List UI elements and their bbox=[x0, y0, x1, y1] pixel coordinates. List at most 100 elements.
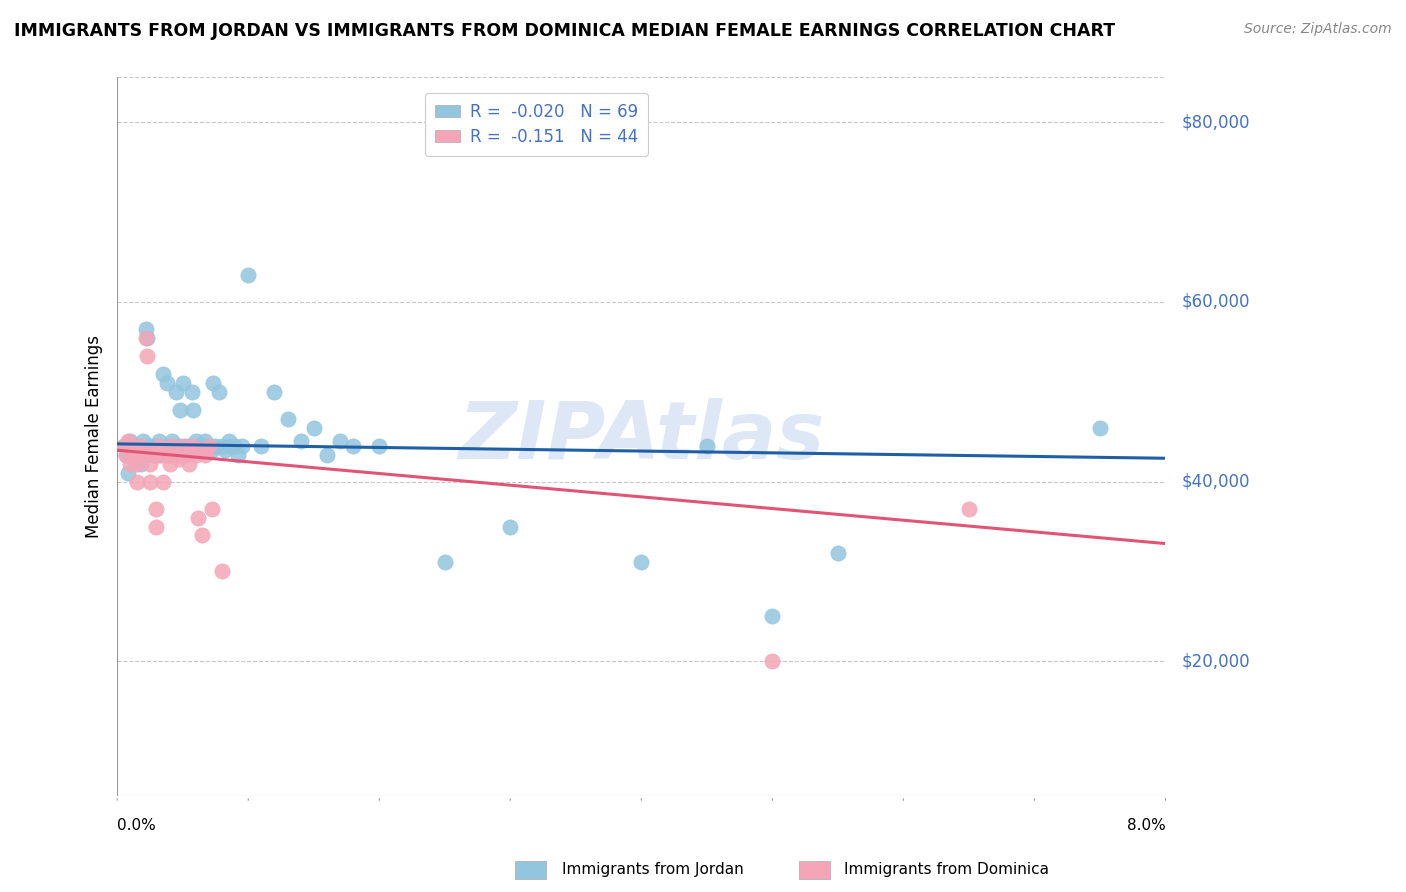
Point bbox=[180, 384, 202, 399]
Point bbox=[368, 439, 391, 453]
Point bbox=[194, 448, 217, 462]
Point bbox=[342, 439, 364, 453]
Point bbox=[172, 439, 194, 453]
Point bbox=[167, 452, 190, 467]
Point bbox=[145, 448, 167, 462]
Point bbox=[184, 434, 207, 449]
Point bbox=[200, 501, 222, 516]
Point bbox=[187, 439, 209, 453]
Text: 8.0%: 8.0% bbox=[1126, 818, 1166, 833]
Point bbox=[120, 434, 142, 449]
Y-axis label: Median Female Earnings: Median Female Earnings bbox=[86, 335, 103, 538]
Point bbox=[218, 434, 240, 449]
Point bbox=[198, 439, 221, 453]
Point bbox=[159, 439, 181, 453]
Point bbox=[263, 384, 285, 399]
Point bbox=[129, 457, 152, 471]
Point bbox=[142, 448, 165, 462]
Point bbox=[122, 443, 145, 458]
Point bbox=[139, 439, 162, 453]
Text: Immigrants from Dominica: Immigrants from Dominica bbox=[844, 863, 1049, 877]
Point bbox=[169, 402, 191, 417]
Point bbox=[194, 434, 217, 449]
Point bbox=[195, 443, 218, 458]
Text: $40,000: $40,000 bbox=[1181, 473, 1250, 491]
Point bbox=[132, 448, 155, 462]
Point bbox=[159, 457, 181, 471]
Point bbox=[135, 322, 157, 336]
Point bbox=[159, 448, 181, 462]
Point bbox=[250, 439, 273, 453]
Point bbox=[128, 448, 150, 462]
Point bbox=[120, 439, 142, 453]
Point bbox=[112, 439, 135, 453]
Point bbox=[630, 556, 652, 570]
Point bbox=[169, 448, 191, 462]
Point bbox=[135, 448, 157, 462]
Legend: R =  -0.020   N = 69, R =  -0.151   N = 44: R = -0.020 N = 69, R = -0.151 N = 44 bbox=[425, 93, 648, 155]
Point bbox=[290, 434, 312, 449]
Point bbox=[231, 439, 253, 453]
Point bbox=[174, 439, 197, 453]
Point bbox=[696, 439, 718, 453]
Point bbox=[957, 501, 980, 516]
Text: IMMIGRANTS FROM JORDAN VS IMMIGRANTS FROM DOMINICA MEDIAN FEMALE EARNINGS CORREL: IMMIGRANTS FROM JORDAN VS IMMIGRANTS FRO… bbox=[14, 22, 1115, 40]
Point bbox=[156, 376, 179, 390]
Point bbox=[198, 439, 221, 453]
Point bbox=[211, 439, 233, 453]
Point bbox=[120, 448, 142, 462]
Point bbox=[145, 439, 167, 453]
Point bbox=[139, 475, 162, 489]
Text: Immigrants from Jordan: Immigrants from Jordan bbox=[562, 863, 744, 877]
Point bbox=[181, 439, 204, 453]
Point bbox=[184, 448, 207, 462]
Point bbox=[827, 546, 849, 560]
Point bbox=[315, 448, 337, 462]
Point bbox=[200, 443, 222, 458]
Point bbox=[129, 439, 152, 453]
Point bbox=[179, 457, 201, 471]
Point bbox=[172, 376, 194, 390]
Point bbox=[145, 501, 167, 516]
Point bbox=[149, 448, 172, 462]
Point bbox=[219, 439, 242, 453]
Point bbox=[224, 439, 246, 453]
Point bbox=[125, 475, 148, 489]
Point bbox=[125, 439, 148, 453]
Point bbox=[191, 528, 214, 542]
Point bbox=[125, 457, 148, 471]
Point bbox=[112, 439, 135, 453]
Point bbox=[179, 439, 201, 453]
Point bbox=[181, 402, 204, 417]
Point bbox=[115, 448, 138, 462]
Point bbox=[761, 654, 783, 668]
Point bbox=[122, 448, 145, 462]
Point bbox=[156, 448, 179, 462]
Point bbox=[204, 439, 226, 453]
Point bbox=[115, 448, 138, 462]
Point bbox=[167, 439, 190, 453]
Point bbox=[117, 434, 139, 449]
Point bbox=[329, 434, 352, 449]
Point bbox=[148, 434, 170, 449]
Point bbox=[142, 443, 165, 458]
Point bbox=[160, 439, 183, 453]
Text: $80,000: $80,000 bbox=[1181, 113, 1250, 131]
Point bbox=[211, 565, 233, 579]
Point bbox=[145, 519, 167, 533]
Point bbox=[238, 268, 260, 282]
Point bbox=[302, 420, 325, 434]
Point bbox=[195, 439, 218, 453]
Point bbox=[152, 367, 174, 381]
Text: $60,000: $60,000 bbox=[1181, 293, 1250, 311]
Point bbox=[180, 443, 202, 458]
Point bbox=[135, 331, 157, 345]
Point bbox=[191, 443, 214, 458]
Point bbox=[142, 448, 165, 462]
Text: 0.0%: 0.0% bbox=[117, 818, 156, 833]
Point bbox=[165, 448, 187, 462]
Point bbox=[120, 457, 142, 471]
Point bbox=[125, 448, 148, 462]
Point bbox=[165, 384, 187, 399]
Point bbox=[187, 510, 209, 524]
